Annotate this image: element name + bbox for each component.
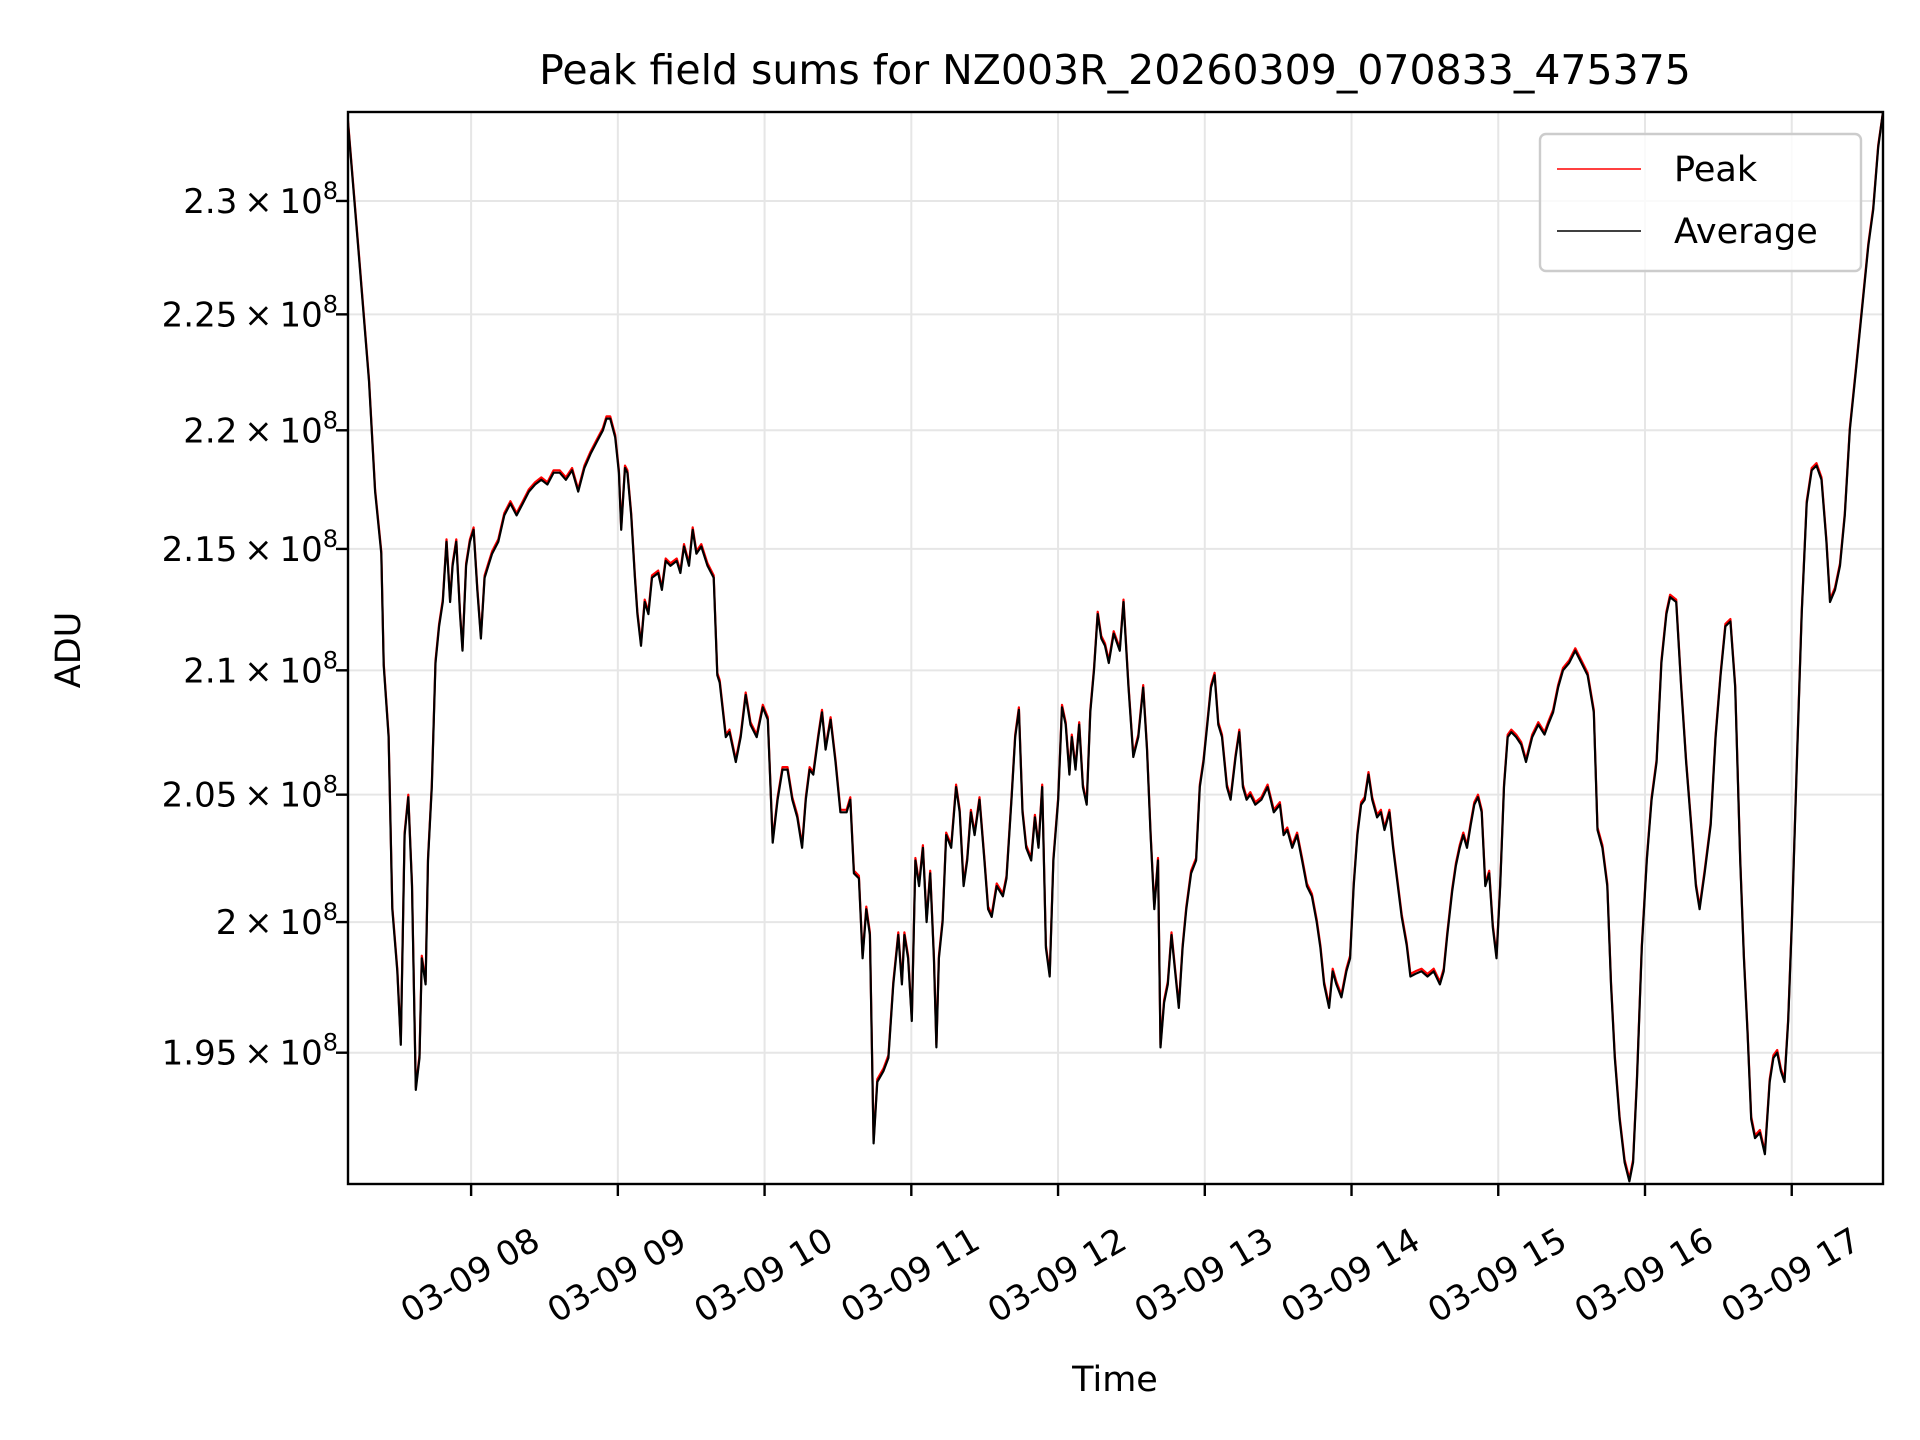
y-tick-exponent: 8 xyxy=(323,646,338,674)
series-lines xyxy=(348,112,1883,1183)
y-tick-exponent: 8 xyxy=(323,898,338,926)
y-tick-mantissa: 2.3 xyxy=(183,182,237,222)
y-tick-times: × xyxy=(237,1034,279,1074)
y-tick-times: × xyxy=(237,295,279,335)
y-tick-label: 2.2 × 108 xyxy=(183,406,338,451)
y-tick-times: × xyxy=(237,411,279,451)
y-tick-mantissa: 2.1 xyxy=(183,651,237,691)
y-tick-exponent: 8 xyxy=(323,1029,338,1057)
y-tick-base: 10 xyxy=(279,776,322,816)
y-tick-times: × xyxy=(237,776,279,816)
y-tick-times: × xyxy=(237,182,279,222)
series-line-average xyxy=(348,112,1883,1183)
y-tick-mantissa: 2.2 xyxy=(183,411,237,451)
y-tick-times: × xyxy=(237,530,279,570)
y-tick-base: 10 xyxy=(279,1034,322,1074)
legend-label-average: Average xyxy=(1674,212,1818,252)
y-axis-label: ADU xyxy=(49,612,89,689)
legend: Peak Average xyxy=(1538,132,1863,273)
y-tick-label: 2.25 × 108 xyxy=(162,290,338,335)
y-tick-exponent: 8 xyxy=(323,525,338,553)
y-tick-base: 10 xyxy=(279,411,322,451)
y-tick-times: × xyxy=(237,903,279,943)
y-tick-mantissa: 2 xyxy=(216,903,238,943)
y-tick-base: 10 xyxy=(279,651,322,691)
y-tick-mantissa: 2.15 xyxy=(162,530,238,570)
y-tick-exponent: 8 xyxy=(323,771,338,799)
y-tick-base: 10 xyxy=(279,295,322,335)
y-tick-exponent: 8 xyxy=(323,290,338,318)
y-tick-label: 1.95 × 108 xyxy=(162,1029,338,1074)
y-tick-label: 2.15 × 108 xyxy=(162,525,338,570)
axes-frame xyxy=(346,110,1885,1186)
y-tick-label: 2.05 × 108 xyxy=(162,771,338,816)
y-tick-base: 10 xyxy=(279,903,322,943)
y-tick-label: 2.1 × 108 xyxy=(183,646,338,691)
y-tick-base: 10 xyxy=(279,530,322,570)
legend-label-peak: Peak xyxy=(1674,150,1758,190)
y-tick-base: 10 xyxy=(279,182,322,222)
y-tick-label: 2.3 × 108 xyxy=(183,177,338,222)
chart-title: Peak field sums for NZ003R_20260309_0708… xyxy=(539,46,1691,94)
y-tick-mantissa: 2.25 xyxy=(162,295,238,335)
y-tick-label: 2 × 108 xyxy=(216,898,338,943)
y-tick-mantissa: 1.95 xyxy=(162,1034,238,1074)
y-tick-exponent: 8 xyxy=(323,177,338,205)
y-tick-times: × xyxy=(237,651,279,691)
y-tick-mantissa: 2.05 xyxy=(162,776,238,816)
y-tick-exponent: 8 xyxy=(323,406,338,434)
x-axis-label: Time xyxy=(1071,1360,1158,1400)
legend-box xyxy=(1538,132,1863,273)
